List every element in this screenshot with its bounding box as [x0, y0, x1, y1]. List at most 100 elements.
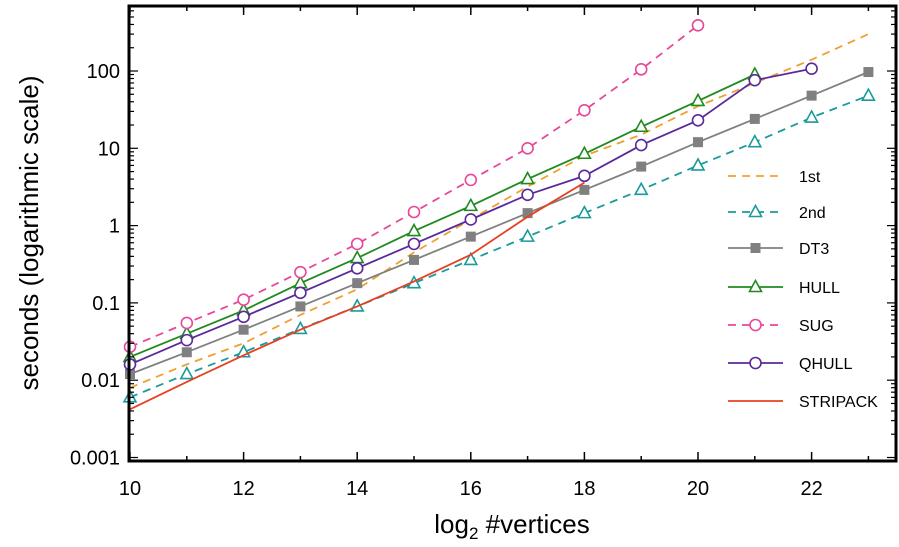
data-point-sug [691, 19, 705, 32]
data-point-qhull [805, 62, 818, 76]
legend-marker-qhull [749, 356, 762, 370]
data-point-dt3 [636, 161, 647, 172]
data-point-dt3 [806, 90, 817, 101]
x-tick-label: 18 [573, 478, 595, 500]
data-point-hull [633, 118, 649, 133]
data-point-qhull [521, 188, 534, 202]
data-point-dt3 [295, 301, 306, 312]
data-point-qhull [634, 138, 648, 152]
data-point-hull [406, 222, 422, 237]
series-2nd [122, 87, 876, 403]
y-tick-label: 100 [87, 61, 120, 83]
data-point-dt3 [409, 254, 419, 265]
data-point-sug [294, 265, 307, 279]
legend-item-2nd: 2nd [728, 203, 826, 222]
legend-label-dt3: DT3 [799, 241, 829, 258]
series-line-stripack [129, 181, 585, 411]
x-tick-label: 22 [800, 478, 822, 500]
x-tick-label: 10 [119, 478, 141, 500]
data-point-dt3 [522, 208, 533, 219]
legend-marker-sug [749, 318, 762, 332]
data-point-hull [577, 145, 592, 160]
x-tick-label: 20 [687, 478, 709, 500]
y-tick-label: 0.001 [70, 448, 120, 470]
data-point-sug [237, 293, 250, 307]
legend-item-dt3: DT3 [728, 241, 829, 258]
data-point-dt3 [749, 113, 760, 124]
data-point-2nd [179, 365, 195, 380]
data-point-qhull [237, 310, 250, 324]
legend: 1st 2nd DT3 HULL SUG QHULL STRIPACK [728, 169, 878, 411]
series-layer [122, 19, 876, 411]
data-point-sug [578, 104, 591, 117]
legend-item-1st: 1st [728, 169, 821, 186]
legend-item-hull: HULL [728, 278, 840, 297]
data-point-2nd [804, 109, 819, 123]
data-point-dt3 [693, 137, 703, 148]
x-axis-title: log2 #vertices [434, 509, 589, 543]
data-point-qhull [691, 114, 705, 127]
series-line-dt3 [129, 71, 869, 375]
y-tick-label: 0.1 [92, 293, 120, 315]
data-point-qhull [294, 286, 307, 300]
series-line-hull [129, 73, 756, 358]
series-line-2nd [129, 94, 869, 399]
data-point-2nd [577, 204, 592, 219]
data-point-qhull [180, 333, 194, 347]
data-point-qhull [407, 237, 421, 251]
data-point-2nd [633, 181, 649, 196]
x-tick-label: 12 [232, 478, 254, 500]
series-sug [123, 19, 705, 354]
legend-marker-2nd [748, 203, 763, 218]
data-point-2nd [690, 157, 706, 171]
y-tick-label: 1 [109, 216, 120, 238]
data-point-hull [690, 92, 706, 107]
data-point-dt3 [181, 347, 192, 358]
y-tick-label: 0.01 [81, 370, 120, 392]
x-axis-title-rest: #vertices [478, 509, 589, 539]
data-point-2nd [861, 87, 876, 101]
x-axis-title-main: log [434, 509, 469, 539]
data-point-sug [464, 173, 478, 187]
series-hull [122, 66, 763, 363]
ticks-layer [129, 6, 896, 461]
legend-label-sug: SUG [799, 318, 834, 335]
series-line-sug [129, 24, 699, 348]
x-tick-label: 14 [346, 478, 368, 500]
data-point-qhull [748, 73, 762, 87]
legend-label-2nd: 2nd [799, 205, 826, 222]
x-tick-label: 16 [460, 478, 482, 500]
series-stripack [129, 181, 585, 411]
x-axis-title-subscript: 2 [469, 524, 478, 543]
data-point-sug [407, 205, 421, 219]
legend-item-qhull: QHULL [728, 356, 852, 373]
data-point-qhull [464, 213, 478, 226]
data-point-hull [520, 170, 535, 185]
data-point-dt3 [863, 67, 874, 78]
tick-labels-layer: 10 12 14 16 18 20 22 0.001 0.01 0.1 1 10 100 [70, 61, 823, 500]
data-point-dt3 [465, 231, 476, 242]
data-point-sug [521, 142, 534, 155]
data-point-qhull [578, 169, 591, 183]
data-point-qhull [350, 262, 364, 275]
data-point-dt3 [238, 324, 249, 335]
legend-marker-dt3 [750, 243, 761, 253]
data-point-dt3 [579, 184, 590, 195]
legend-item-sug: SUG [728, 318, 834, 335]
series-dt3 [125, 67, 874, 380]
legend-label-qhull: QHULL [799, 356, 852, 373]
y-axis-title: seconds (logarithmic scale) [14, 75, 44, 390]
legend-label-hull: HULL [799, 280, 840, 297]
data-point-sug [634, 63, 648, 76]
data-point-2nd [463, 251, 479, 266]
data-point-dt3 [352, 278, 363, 289]
legend-label-stripack: STRIPACK [799, 394, 878, 411]
data-point-sug [180, 316, 194, 330]
legend-item-stripack: STRIPACK [728, 394, 878, 411]
legend-label-1st: 1st [799, 169, 821, 186]
data-point-hull [463, 197, 479, 212]
legend-marker-hull [748, 278, 763, 293]
data-point-sug [350, 237, 364, 251]
y-tick-label: 10 [98, 138, 120, 160]
